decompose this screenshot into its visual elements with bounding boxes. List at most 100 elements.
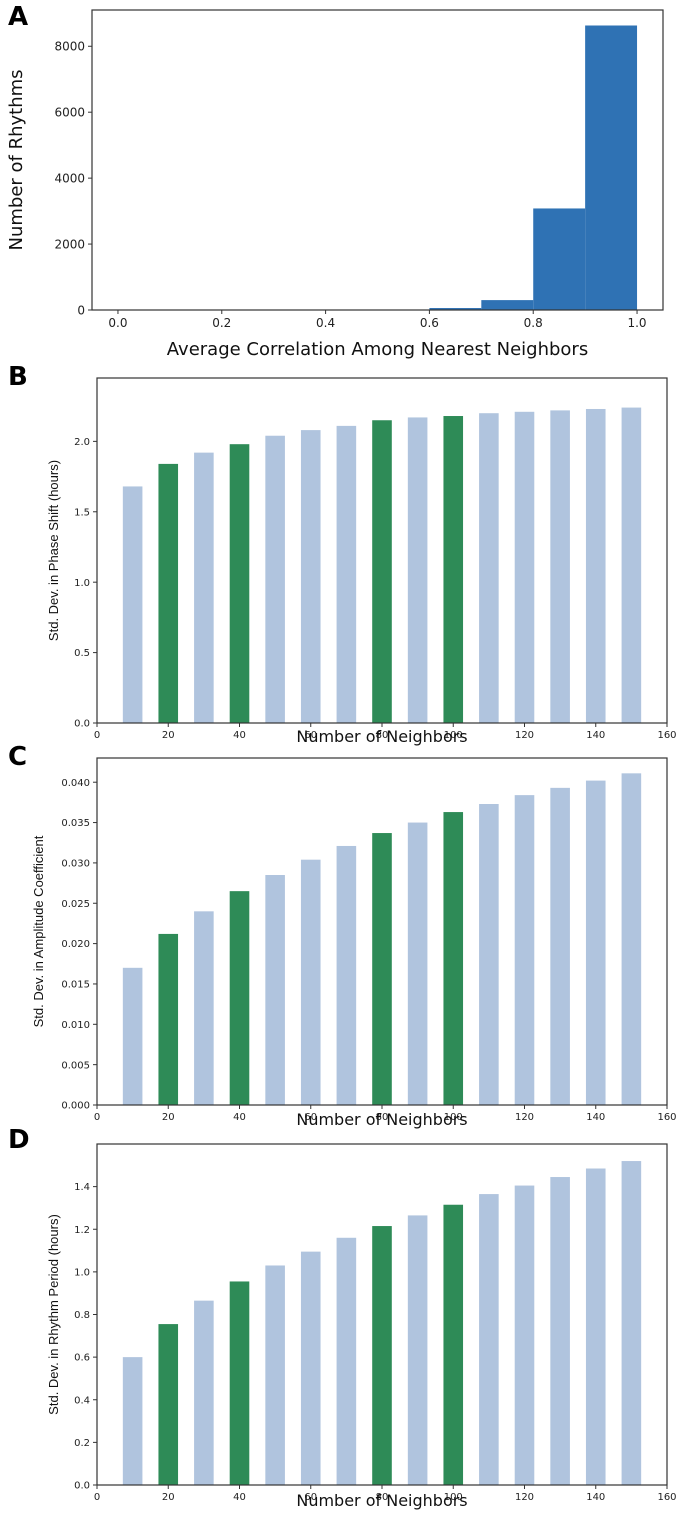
x-tick-label: 160	[657, 1112, 676, 1123]
x-tick-label: 160	[657, 730, 676, 741]
x-tick-label: 0.4	[316, 316, 335, 330]
bar	[300, 1251, 321, 1485]
y-tick-label: 1.0	[74, 1267, 90, 1278]
bar	[479, 803, 499, 1105]
histogram-bar	[429, 308, 482, 310]
y-tick-label: 0.035	[61, 818, 90, 829]
bar	[336, 425, 357, 723]
x-tick-label: 80	[376, 1492, 389, 1503]
bar-highlighted	[158, 463, 179, 723]
y-tick-label: 0.0	[74, 719, 90, 730]
bar	[194, 1300, 214, 1485]
bar	[194, 452, 214, 723]
bar	[265, 435, 285, 723]
x-axis-label: Number of Neighbors	[296, 1491, 467, 1510]
y-tick-label: 0.015	[61, 980, 90, 991]
panel-a-chart: 0.0 0.2 0.4 0.6 0.8 1.0 0 2000 4000 6000 8000 Avera…	[6, 9, 664, 360]
bar	[621, 1161, 642, 1485]
bar	[479, 413, 499, 723]
x-tick-label: 0	[94, 1492, 100, 1503]
x-tick-label: 100	[444, 1492, 463, 1503]
y-axis-label: Number of Rhythms	[6, 69, 27, 250]
bar	[122, 967, 143, 1105]
y-tick-label: 0.030	[61, 859, 90, 870]
y-axis-label: Std. Dev. in Amplitude Coefficient	[31, 835, 46, 1027]
y-tick-label: 1.4	[74, 1182, 90, 1193]
x-tick-label: 100	[444, 1112, 463, 1123]
bar	[336, 845, 357, 1105]
bar-highlighted	[372, 420, 392, 723]
panel-c: C 0 20 40 60 80 100 120 140 160 0.000 0.005 0.010 0.…	[0, 742, 685, 1135]
y-tick-label: 0.4	[74, 1395, 90, 1406]
panel-b-letter: B	[8, 362, 28, 392]
bar	[122, 1357, 143, 1485]
bar	[621, 407, 642, 723]
bar	[122, 486, 143, 723]
y-axis-label: Std. Dev. in Rhythm Period (hours)	[46, 1214, 61, 1415]
x-tick-label: 0	[94, 1112, 100, 1123]
bar	[479, 1194, 499, 1485]
y-tick-label: 0.5	[74, 648, 90, 659]
bar	[621, 773, 642, 1105]
y-tick-label: 6000	[54, 106, 85, 120]
y-tick-label: 0.025	[61, 899, 90, 910]
x-tick-label: 20	[162, 1492, 175, 1503]
y-tick-label: 0.005	[61, 1060, 90, 1071]
panel-b: B 0 20 40 60 80 100 120 140 160 0.0 0.5 1.0 1.5 2.0 Nu…	[0, 362, 685, 750]
x-tick-label: 0.8	[524, 316, 543, 330]
x-tick-label: 20	[162, 1112, 175, 1123]
x-axis-label: Average Correlation Among Nearest Neighb…	[167, 339, 588, 360]
y-tick-label: 0	[77, 303, 85, 317]
bar	[407, 822, 428, 1105]
bar	[585, 408, 606, 723]
x-tick-label: 100	[444, 730, 463, 741]
x-tick-label: 80	[376, 730, 389, 741]
x-tick-label: 140	[586, 730, 605, 741]
x-tick-label: 140	[586, 1492, 605, 1503]
panel-d: D 0 20 40 60 80 100 120 140 160 0.0 0.2 0.4 0.6 0.8 1.…	[0, 1125, 685, 1522]
bar	[300, 859, 321, 1105]
bar-highlighted	[229, 891, 250, 1105]
panel-c-letter: C	[8, 742, 28, 772]
bar	[300, 430, 321, 723]
y-tick-label: 0.040	[61, 778, 90, 789]
panel-d-letter: D	[8, 1125, 30, 1155]
y-tick-label: 1.2	[74, 1225, 90, 1236]
x-tick-label: 40	[233, 1492, 246, 1503]
y-tick-label: 0.6	[74, 1353, 90, 1364]
bar	[514, 411, 535, 723]
y-tick-label: 2.0	[74, 437, 90, 448]
panel-a-letter: A	[8, 2, 29, 32]
panel-b-chart: 0 20 40 60 80 100 120 140 160 0.0 0.5 1.0 1.5 2.0 Numb…	[46, 377, 677, 746]
y-tick-label: 1.0	[74, 578, 90, 589]
x-tick-label: 120	[515, 1112, 534, 1123]
x-tick-label: 120	[515, 1492, 534, 1503]
y-tick-label: 0.0	[74, 1481, 90, 1492]
bar	[514, 1185, 535, 1485]
x-tick-label: 0	[94, 730, 100, 741]
bar-highlighted	[372, 1226, 392, 1485]
bar	[585, 780, 606, 1105]
y-tick-label: 1.5	[74, 507, 90, 518]
y-tick-label: 0.000	[61, 1101, 90, 1112]
bar	[407, 417, 428, 723]
x-tick-label: 0.2	[212, 316, 231, 330]
x-tick-label: 60	[304, 730, 317, 741]
y-tick-label: 0.020	[61, 939, 90, 950]
bar-highlighted	[158, 1324, 179, 1485]
y-tick-label: 0.8	[74, 1310, 90, 1321]
bar-highlighted	[158, 933, 179, 1105]
x-axis-label: Number of Neighbors	[296, 1110, 467, 1129]
x-tick-label: 0.0	[108, 316, 127, 330]
bar	[265, 875, 285, 1105]
panel-d-chart: 0 20 40 60 80 100 120 140 160 0.0 0.2 0.4 0.6 0.8 1.0 1…	[46, 1143, 677, 1510]
bar-highlighted	[229, 444, 250, 723]
bar-highlighted	[443, 1204, 464, 1485]
bar	[585, 1168, 606, 1485]
bar-highlighted	[443, 812, 464, 1105]
y-tick-label: 0.010	[61, 1020, 90, 1031]
y-tick-label: 4000	[54, 171, 85, 185]
x-axis-label: Number of Neighbors	[296, 727, 467, 746]
y-tick-label: 2000	[54, 237, 85, 251]
